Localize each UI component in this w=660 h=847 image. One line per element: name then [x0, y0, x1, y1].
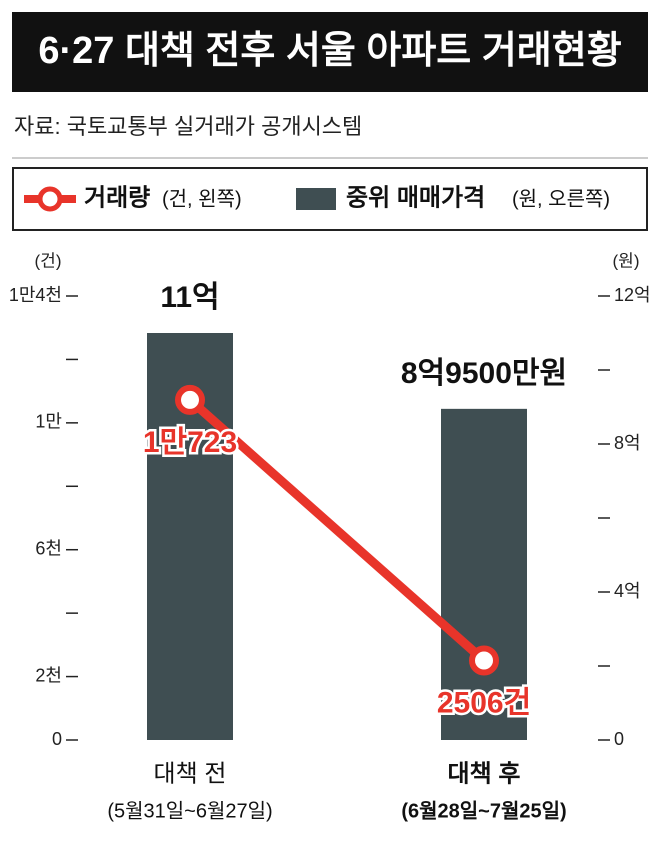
- bar-value-label: 11억: [160, 281, 219, 314]
- line: [187, 396, 487, 664]
- legend-bar-swatch: [296, 188, 336, 210]
- legend-note: (원, 오른쪽): [512, 187, 610, 210]
- y2-tick-label: 0: [614, 729, 624, 749]
- x-tick-sublabel: (6월28일~7월25일): [401, 799, 566, 822]
- x-tick-label: 대책 전: [154, 760, 227, 787]
- line-value-label: 1만723: [143, 426, 237, 459]
- y2-tick-label: 12억: [614, 285, 651, 305]
- legend-note: (건, 왼쪽): [162, 187, 242, 210]
- bar-value-label: 8억9500만원: [401, 357, 567, 390]
- x-tick-label: 대책 후: [448, 760, 521, 787]
- legend-label: 중위 매매가격: [346, 184, 485, 211]
- y2-tick-label: 4억: [614, 581, 641, 601]
- plot: 11억 8억9500만원 1만723 2506건: [140, 281, 567, 740]
- y-tick-label: 2천: [35, 665, 62, 685]
- line-value-label: 2506건: [437, 686, 531, 719]
- y-tick-label: 1만4천: [9, 285, 62, 305]
- line-marker: [469, 645, 499, 676]
- y-tick-label: 1만: [35, 412, 62, 432]
- legend-box: [12, 167, 648, 231]
- line-marker: [175, 384, 205, 415]
- legend: 거래량 (건, 왼쪽) 중위 매매가격 (원, 오른쪽): [24, 184, 610, 212]
- y-tick-label: 0: [52, 729, 62, 749]
- legend-label: 거래량: [84, 184, 150, 211]
- x-tick-sublabel: (5월31일~6월27일): [107, 799, 272, 822]
- legend-marker-swatch: [37, 186, 63, 212]
- y-axis-label: (건): [35, 251, 62, 270]
- title-box: [12, 12, 648, 92]
- y2-axis-label: (원): [613, 251, 640, 270]
- y-tick-label: 6천: [35, 538, 62, 558]
- y2-tick-label: 8억: [614, 433, 641, 453]
- bar: [441, 408, 527, 740]
- source: 자료: 국토교통부 실거래가 공개시스템: [14, 114, 362, 139]
- chart-title: 6·27 대책 전후 서울 아파트 거래현황: [38, 30, 621, 72]
